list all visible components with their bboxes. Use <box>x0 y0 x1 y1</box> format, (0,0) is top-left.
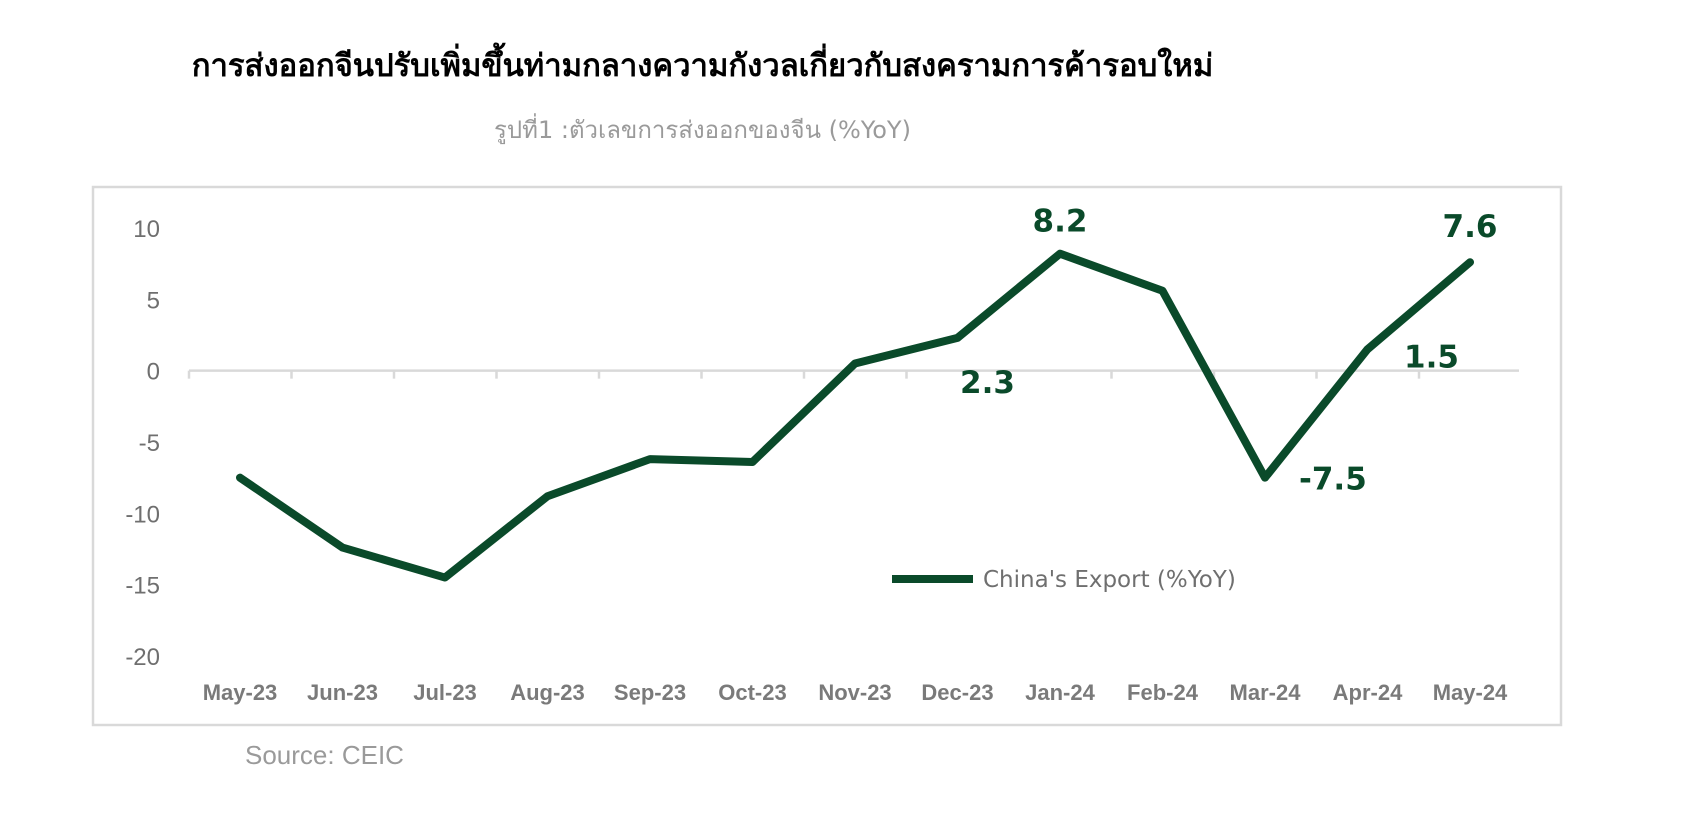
y-tick-label: 10 <box>133 216 160 243</box>
x-tick-label: Jun-23 <box>307 680 378 705</box>
x-tick-label: Aug-23 <box>510 680 585 705</box>
source-note: Source: CEIC <box>245 740 404 770</box>
x-tick-label: May-24 <box>1433 680 1508 705</box>
data-label: -7.5 <box>1299 462 1367 498</box>
data-labels: 2.3 8.2 -7.5 1.5 7.6 <box>960 204 1497 498</box>
data-label: 1.5 <box>1404 339 1459 375</box>
data-label: 8.2 <box>1033 204 1088 240</box>
x-axis: May-23 Jun-23 Jul-23 Aug-23 Sep-23 Oct-23 Nov-… <box>187 369 1519 705</box>
legend-label: China's Export (%YoY) <box>983 567 1236 593</box>
y-tick-label: -20 <box>125 644 160 671</box>
y-tick-label: -10 <box>125 501 160 528</box>
x-tick-label: Sep-23 <box>614 680 686 705</box>
chart-frame <box>91 185 1563 727</box>
chart-subtitle: รูปที่1 :ตัวเลขการส่งออกของจีน (%YoY) <box>494 116 911 144</box>
x-tick-label: Dec-23 <box>921 680 993 705</box>
x-tick-label: May-23 <box>203 680 278 705</box>
x-tick-label: Apr-24 <box>1333 680 1403 705</box>
x-tick-label: Nov-23 <box>818 680 891 705</box>
y-tick-label: -5 <box>139 430 160 457</box>
x-tick-label: Feb-24 <box>1127 680 1199 705</box>
x-tick-label: Jan-24 <box>1025 680 1095 705</box>
series-line <box>236 249 1474 582</box>
data-label: 7.6 <box>1443 209 1498 245</box>
x-tick-label: Mar-24 <box>1230 680 1302 705</box>
x-tick-label: Oct-23 <box>718 680 786 705</box>
data-label: 2.3 <box>960 365 1015 401</box>
series-line-group <box>236 249 1474 582</box>
y-tick-label: 0 <box>147 359 160 386</box>
y-tick-label: -15 <box>125 573 160 600</box>
x-tick-label: Jul-23 <box>413 680 477 705</box>
legend: China's Export (%YoY) <box>892 567 1236 593</box>
y-axis: 10 5 0 -5 -10 -15 -20 <box>125 216 160 671</box>
chart-title: การส่งออกจีนปรับเพิ่มขึ้นท่ามกลางความกัง… <box>191 48 1214 84</box>
y-tick-label: 5 <box>147 287 160 314</box>
